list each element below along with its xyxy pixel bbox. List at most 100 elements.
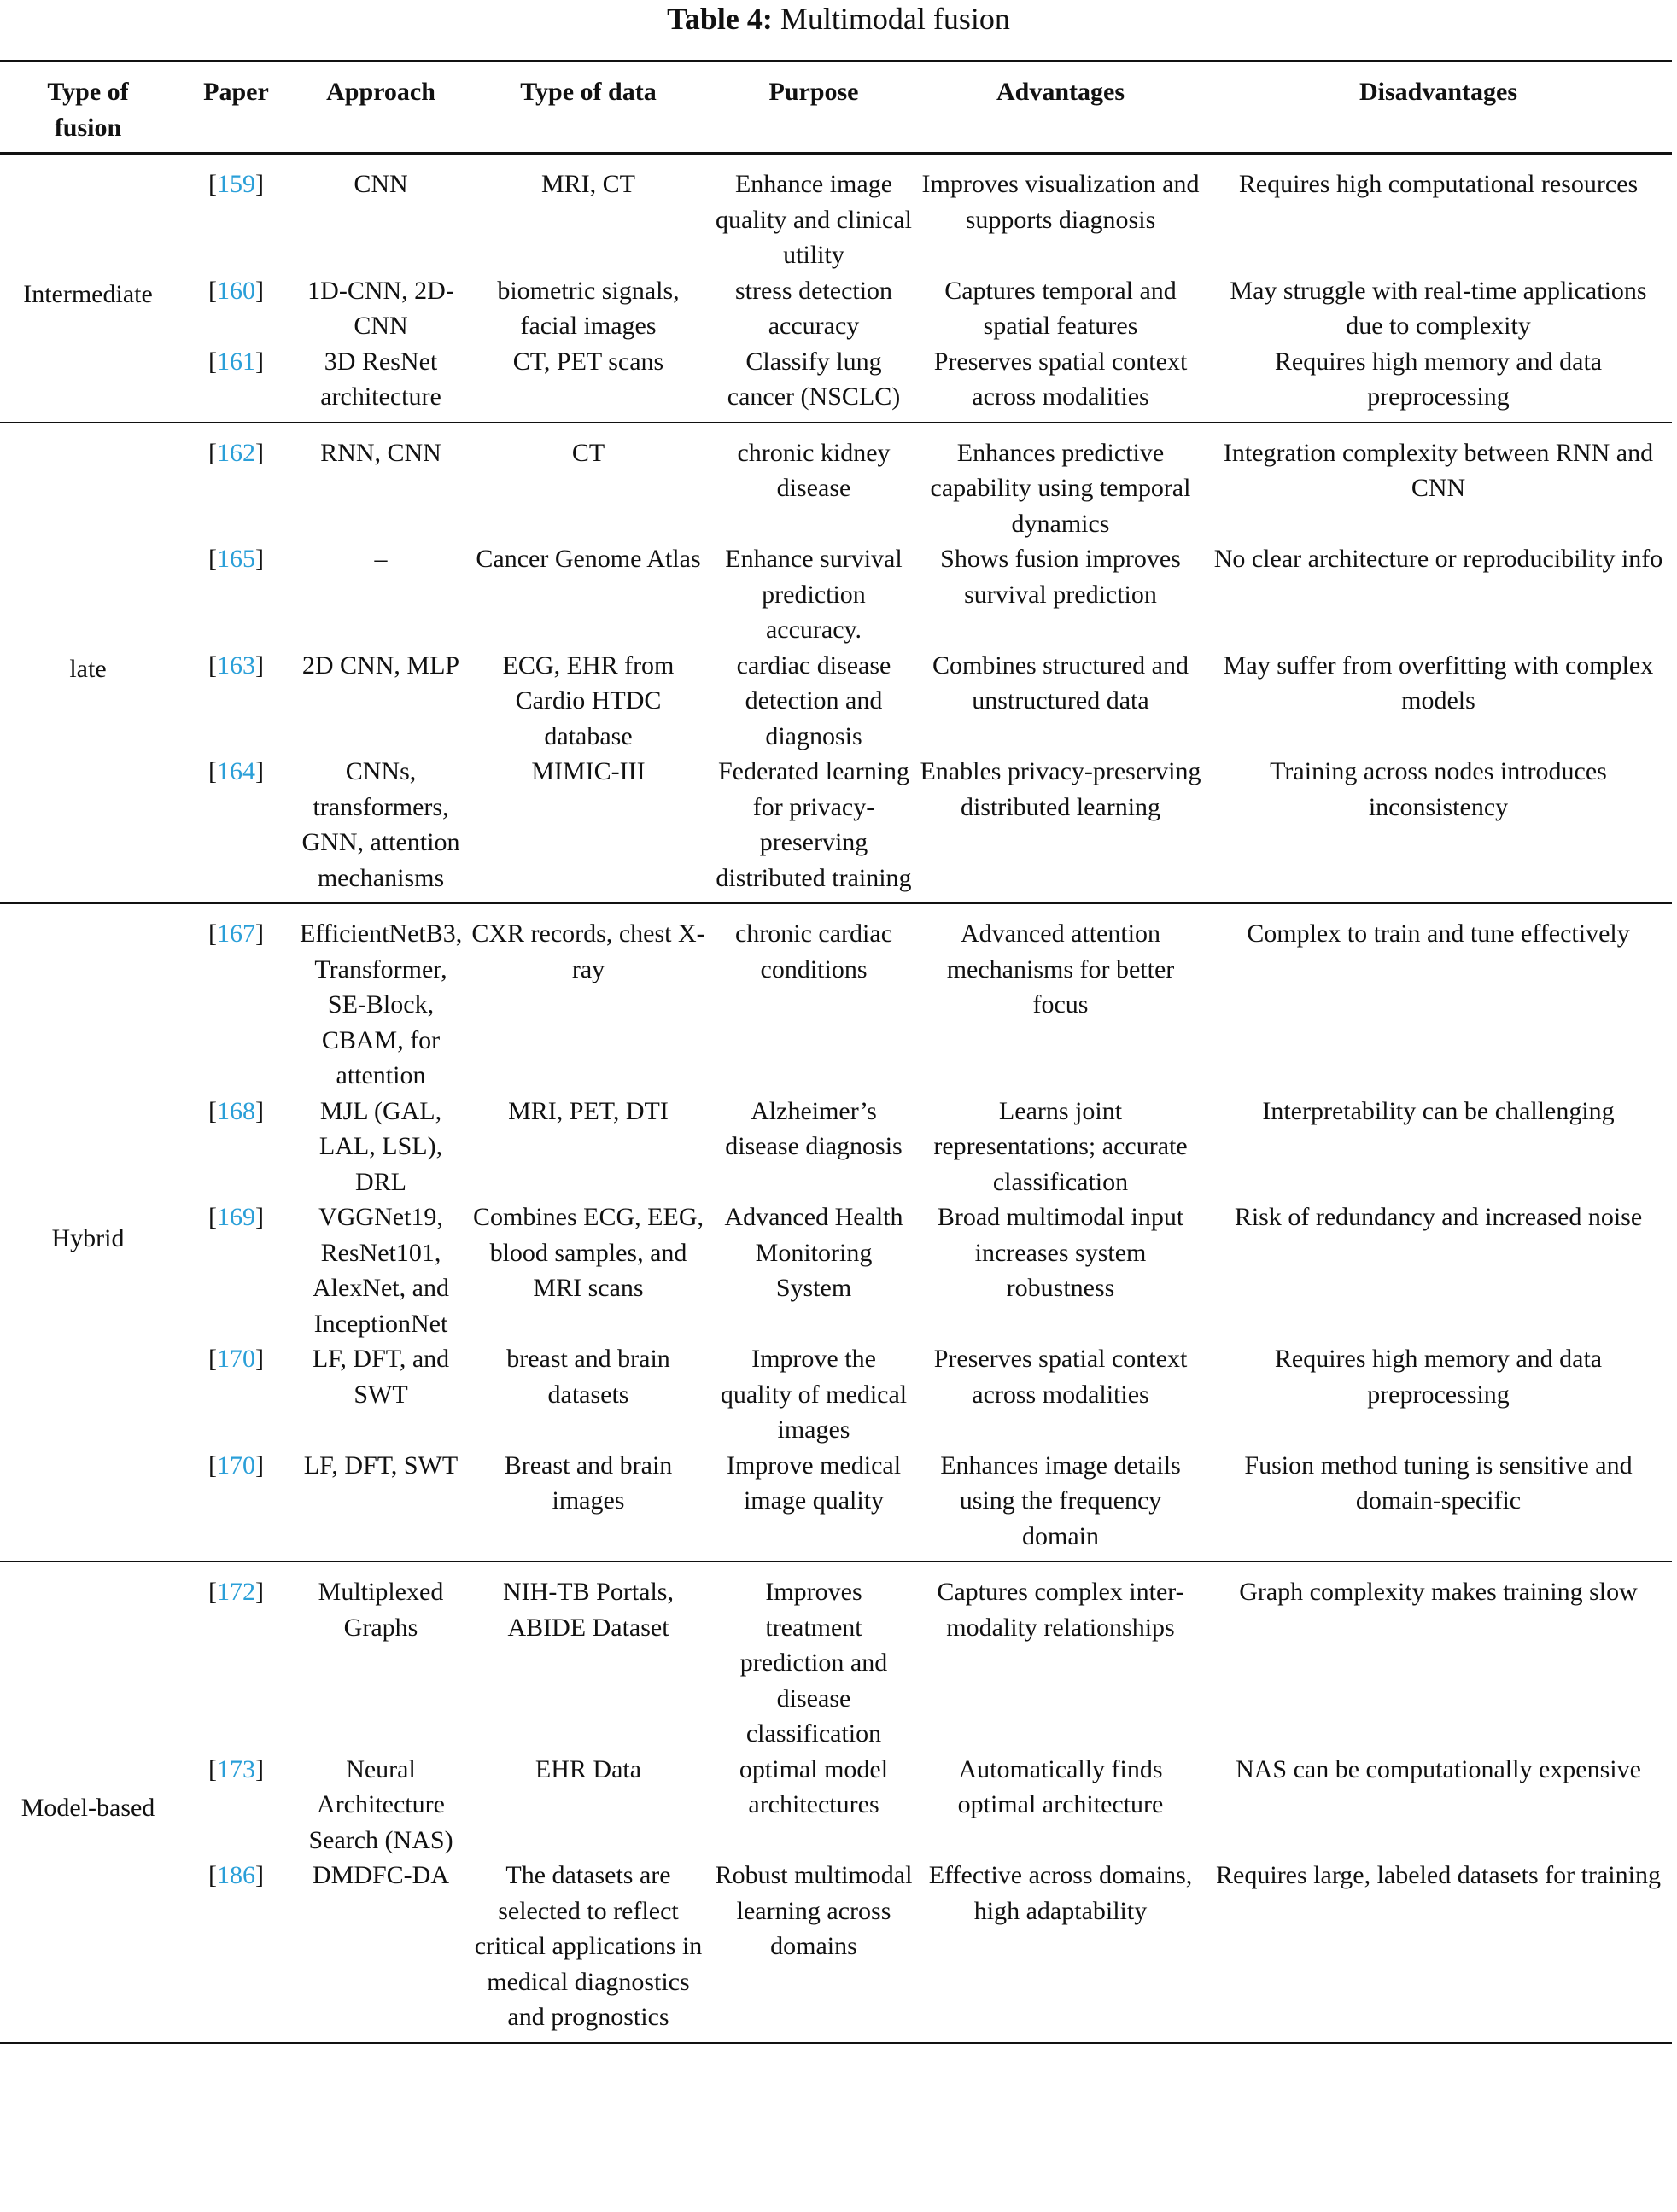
advantages-cell: Effective across domains, high adaptabil… (928, 1861, 1193, 1925)
disadvantages-cell: Requires high computational resources (1238, 170, 1639, 198)
advantages-cell: Captures complex inter-modality relation… (937, 1578, 1184, 1642)
advantages-cell: Enhances predictive capability using tem… (930, 438, 1191, 538)
purpose-cell: Alzheimer’s disease diagnosis (725, 1096, 903, 1161)
citation-link[interactable]: 164 (217, 757, 255, 785)
column-header: Type of fusion (47, 78, 129, 142)
citation-link[interactable]: 161 (217, 347, 255, 376)
purpose-cell: Classify lung cancer (NSCLC) (727, 347, 901, 411)
table-row: [170] LF, DFT, SWT Breast and brain images… (0, 1448, 1672, 1561)
type-of-data-cell: breast and brain datasets (506, 1345, 670, 1409)
disadvantages-cell: Graph complexity makes training slow (1239, 1578, 1638, 1606)
advantages-cell: Preserves spatial context across modalit… (933, 1345, 1188, 1409)
fusion-type-cell: Intermediate (23, 279, 153, 308)
purpose-cell: cardiac disease detection and diagnosis (736, 651, 891, 750)
column-header: Type of data (520, 78, 657, 106)
citation-link[interactable]: 170 (217, 1450, 255, 1480)
paper-cell: [172] (208, 1578, 264, 1606)
advantages-cell: Automatically finds optimal architecture (957, 1754, 1164, 1819)
disadvantages-cell: Requires high memory and data preprocess… (1274, 1345, 1603, 1409)
disadvantages-cell: May struggle with real-time applications… (1230, 276, 1647, 341)
disadvantages-cell: Fusion method tuning is sensitive and do… (1244, 1450, 1633, 1515)
table-row: [169] VGGNet19, ResNet101, AlexNet, and I… (0, 1199, 1672, 1341)
approach-cell: 2D CNN, MLP (301, 651, 460, 680)
purpose-cell: Enhance survival prediction accuracy. (725, 545, 903, 644)
purpose-cell: optimal model architectures (739, 1754, 889, 1819)
advantages-cell: Enables privacy-preserving distributed l… (920, 757, 1201, 821)
citation-link[interactable]: 162 (217, 438, 255, 467)
approach-cell: 1D-CNN, 2D-CNN (307, 276, 454, 341)
approach-cell: CNN (354, 170, 408, 198)
column-header: Advantages (996, 78, 1125, 106)
table-row: late [162] RNN, CNN CT chronic kidney diseas… (0, 423, 1672, 683)
paper-cell: [168] (208, 1096, 264, 1125)
citation-link[interactable]: 186 (217, 1861, 255, 1889)
citation-link[interactable]: 169 (217, 1203, 255, 1231)
paper-cell: [161] (208, 347, 264, 376)
citation-link[interactable]: 159 (217, 170, 255, 198)
table-row: [160] 1D-CNN, 2D-CNN biometric signals, fa… (0, 273, 1672, 344)
citation-link[interactable]: 168 (217, 1096, 255, 1125)
advantages-cell: Captures temporal and spatial features (944, 276, 1177, 341)
table-row: [186] DMDFC-DA The datasets are selected t… (0, 1858, 1672, 2043)
purpose-cell: Improve medical image quality (726, 1450, 902, 1515)
paper-cell: [170] (208, 1345, 264, 1373)
advantages-cell: Enhances image details using the frequen… (940, 1450, 1181, 1550)
type-of-data-cell: The datasets are selected to reflect cri… (474, 1861, 703, 2031)
type-of-data-cell: ECG, EHR from Cardio HTDC database (502, 651, 675, 750)
disadvantages-cell: Complex to train and tune effectively (1247, 919, 1630, 948)
multimodal-fusion-table: Type of fusion Paper Approach Type of data P… (0, 60, 1672, 2044)
advantages-cell: Improves visualization and supports diag… (921, 170, 1200, 234)
purpose-cell: Enhance image quality and clinical utili… (716, 170, 912, 269)
type-of-data-cell: biometric signals, facial images (497, 276, 680, 341)
advantages-cell: Combines structured and unstructured dat… (932, 651, 1189, 715)
paper-cell: [159] (208, 170, 264, 198)
disadvantages-cell: Interpretability can be challenging (1262, 1096, 1615, 1125)
citation-link[interactable]: 163 (217, 651, 255, 680)
advantages-cell: Preserves spatial context across modalit… (933, 347, 1188, 411)
approach-cell: LF, DFT, SWT (303, 1450, 459, 1480)
table-row: [161] 3D ResNet architecture CT, PET scans… (0, 344, 1672, 423)
type-of-data-cell: MIMIC-III (531, 757, 646, 785)
purpose-cell: Federated learning for privacy-preservin… (716, 757, 912, 892)
table-caption: Multimodal fusion (772, 2, 1010, 36)
citation-link[interactable]: 172 (217, 1578, 255, 1606)
paper-cell: [167] (208, 919, 264, 948)
approach-cell: VGGNet19, ResNet101, AlexNet, and Incept… (313, 1203, 449, 1338)
purpose-cell: chronic cardiac conditions (734, 919, 893, 983)
citation-link[interactable]: 165 (217, 545, 255, 573)
table-row: Model-based [172] Multiplexed Graphs NIH-TB… (0, 1561, 1672, 1822)
paper-cell: [169] (208, 1203, 264, 1231)
type-of-data-cell: Cancer Genome Atlas (476, 545, 701, 573)
disadvantages-cell: Requires high memory and data preprocess… (1274, 347, 1603, 411)
table-row: Intermediate [159] CNN MRI, CT Enhance image… (0, 154, 1672, 308)
column-header: Approach (326, 78, 435, 106)
citation-link[interactable]: 173 (217, 1754, 255, 1783)
column-header: Purpose (768, 78, 859, 106)
citation-link[interactable]: 170 (217, 1345, 255, 1373)
table-row: [170] LF, DFT, and SWT breast and brain da… (0, 1341, 1672, 1448)
advantages-cell: Advanced attention mechanisms for better… (946, 919, 1175, 1018)
approach-cell: Neural Architecture Search (NAS) (308, 1754, 453, 1854)
disadvantages-cell: No clear architecture or reproducibility… (1213, 545, 1663, 573)
advantages-cell: Learns joint representations; accurate c… (933, 1096, 1188, 1196)
paper-cell: [186] (208, 1861, 264, 1889)
purpose-cell: Improve the quality of medical images (720, 1345, 908, 1444)
fusion-type-cell: Model-based (20, 1794, 155, 1822)
type-of-data-cell: Breast and brain images (504, 1450, 673, 1515)
disadvantages-cell: Training across nodes introduces inconsi… (1270, 757, 1607, 821)
purpose-cell: stress detection accuracy (734, 276, 893, 341)
table-row: [173] Neural Architecture Search (NAS) EHR… (0, 1752, 1672, 1859)
disadvantages-cell: Integration complexity between RNN and C… (1223, 438, 1654, 503)
type-of-data-cell: CXR records, chest X-ray (471, 919, 705, 983)
approach-cell: DMDFC-DA (312, 1861, 450, 1889)
type-of-data-cell: Combines ECG, EEG, blood samples, and MR… (473, 1203, 704, 1302)
table-title: Table 4: Multimodal fusion (0, 0, 1677, 60)
type-of-data-cell: MRI, CT (540, 170, 635, 198)
citation-link[interactable]: 160 (217, 276, 255, 305)
approach-cell: EfficientNetB3, Transformer, SE-Block, C… (300, 919, 463, 1089)
advantages-cell: Shows fusion improves survival predictio… (940, 545, 1181, 609)
table-row: [165] – Cancer Genome Atlas Enhance surviva… (0, 541, 1672, 648)
citation-link[interactable]: 167 (217, 919, 255, 948)
table-row: [163] 2D CNN, MLP ECG, EHR from Cardio HTD… (0, 648, 1672, 755)
column-header: Paper (203, 78, 269, 106)
